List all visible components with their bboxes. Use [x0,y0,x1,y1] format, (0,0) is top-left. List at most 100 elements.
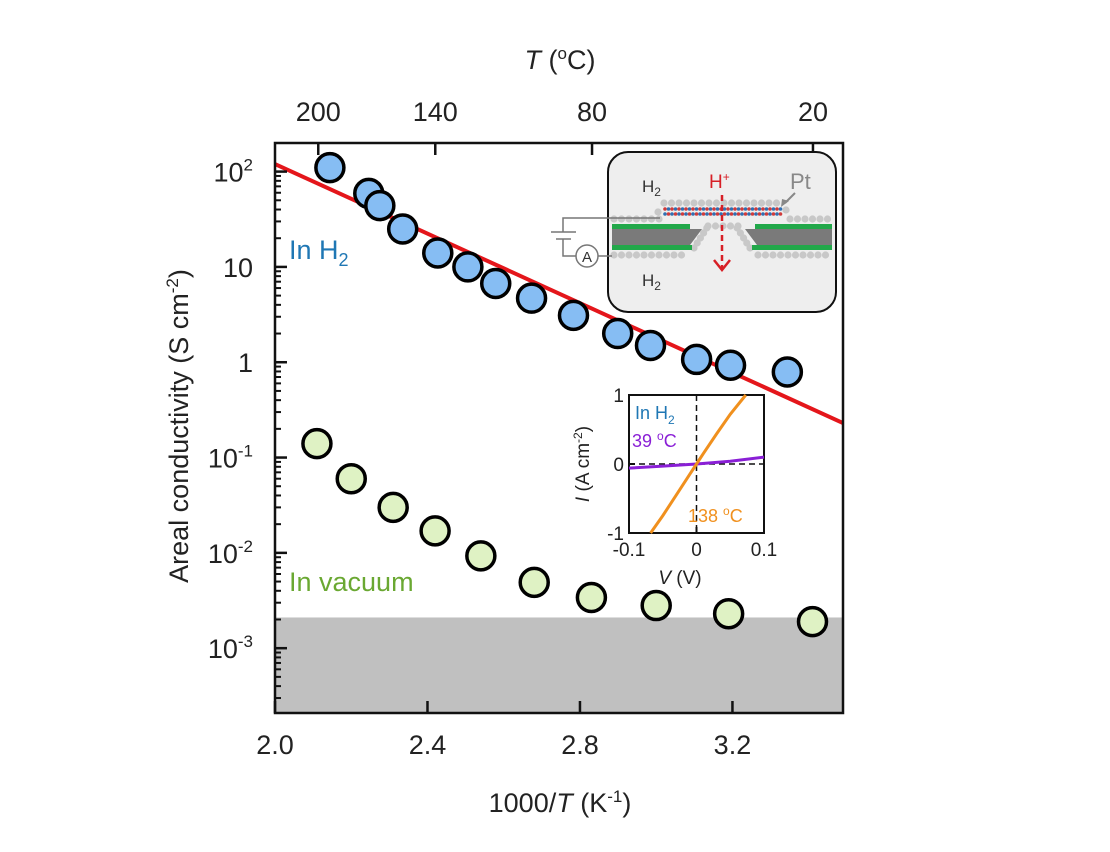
data-point [634,329,667,362]
pt-dot [808,215,817,223]
lattice-atom [666,212,671,216]
pt-dot [654,208,662,216]
pt-dot [816,215,824,223]
data-point [518,566,550,599]
pt-dot [786,215,794,223]
pt-dot [735,199,743,207]
substrate-left [612,229,702,245]
data-point [601,317,634,350]
top-x-tick-label: 20 [798,97,828,127]
x-tick-label: 2.0 [256,730,294,760]
lattice-atom [722,207,727,211]
lattice-atom [778,207,783,211]
lattice-atom [712,212,716,216]
pt-dot [660,199,668,207]
pt-dot [765,199,773,207]
pt-dot [632,251,641,259]
lattice-atom [740,207,744,211]
pt-dot [640,251,648,259]
pt-dot [806,251,815,259]
data-point [364,189,396,222]
lattice-atom [687,212,692,216]
lattice-atom [715,212,720,216]
lattice-atom [684,207,688,211]
pt-dot [655,215,663,223]
electrode-label: Pt [790,169,811,194]
pt-pointer-arrowhead-icon [781,199,789,207]
lattice-atom [747,207,751,211]
lattice-atom [677,212,681,216]
pt-dot [793,215,802,223]
lattice-atom [705,207,709,211]
x-tick-label: 2.4 [409,730,447,760]
pt-dot [726,222,735,230]
pt-dot [711,222,720,230]
lattice-atom [663,212,667,216]
pt-dot [647,215,656,223]
data-point [796,605,829,638]
pt-dot [677,251,686,259]
lattice-atom [775,207,779,211]
lattice-atom [680,207,685,211]
lattice-atom [698,212,702,216]
x-axis-label: 1000/T (K-1) [489,787,632,818]
pt-dot [769,251,777,259]
pt-dot [647,251,656,259]
data-point [465,540,497,572]
iv-x-tick-label: 0.1 [751,540,777,561]
lattice-atom [705,212,709,216]
lattice-atom [764,207,769,211]
lattice-atom [764,212,769,216]
lattice-atom [775,212,779,216]
series-in-h2 [314,151,804,388]
lattice-atom [726,207,730,211]
lattice-atom [747,212,751,216]
pt-dot [761,251,770,259]
pt-dot [675,199,683,207]
lattice-atom [712,207,716,211]
device-schematic: A H+ H2 H2 Pt [551,151,837,313]
lattice-atom [750,207,755,211]
pt-dot [772,199,781,207]
circuit-wire-bottom [562,239,576,257]
lattice-atom [708,207,713,211]
data-point [557,299,590,332]
lattice-atom [663,207,667,211]
data-point [301,427,333,460]
proton-arrowhead-icon [713,259,731,273]
circuit-wire-top [562,217,660,232]
pt-dot [801,215,809,223]
pt-dot [625,215,633,223]
lattice-atom [729,207,734,211]
data-point [680,343,713,376]
pt-electrode-dots [610,199,832,259]
iv-condition-label: In H2 [635,403,675,427]
pt-dot [704,222,712,230]
pt-dot [754,251,762,259]
iv-x-axis-label: V (V) [658,568,701,589]
lattice-atom [754,207,758,211]
data-point [714,349,747,381]
membrane-top-right [755,224,832,229]
lattice-atom [740,212,744,216]
lattice-atom [771,212,776,216]
iv-curve-label-138c: 138 oC [688,504,743,526]
data-point [386,213,419,245]
series-in-vacuum [301,427,829,638]
iv-y-tick-label: 1 [613,386,624,407]
lattice-atom [666,207,671,211]
top-x-tick-label: 80 [577,97,607,127]
lattice-atom [684,212,688,216]
series-label-in-vacuum: In vacuum [289,567,414,597]
lattice-atom [680,212,685,216]
data-point [377,491,409,524]
pt-dot [640,215,648,223]
data-point [515,282,548,314]
y-tick-label: 10-3 [208,632,253,664]
graphene-lattice [663,207,783,216]
iv-curve-label-39c: 39 oC [632,429,677,451]
pt-dot [655,251,663,259]
lattice-atom [778,212,783,216]
lattice-atom [691,212,695,216]
